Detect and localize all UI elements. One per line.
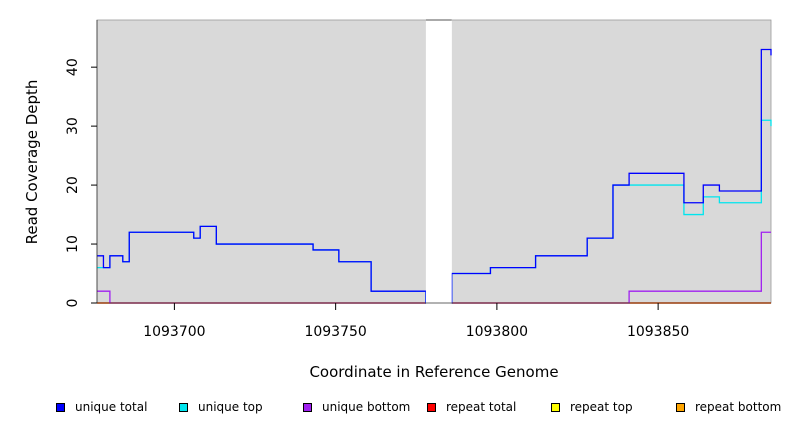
plot-panel-right: [451, 20, 771, 303]
legend-swatch: [551, 402, 560, 412]
legend-swatch: [179, 402, 188, 412]
series-line-unique-bottom: [97, 231, 771, 304]
legend-item: repeat bottom: [676, 400, 781, 414]
plot-gap: [425, 19, 452, 304]
y-tick-label: 30: [65, 117, 81, 135]
plot-background: [96, 19, 772, 304]
axes-layer: 0 10 20 30 40 1093700 1093750 1093800 1093850: [65, 20, 771, 340]
legend-label: unique top: [198, 400, 263, 414]
legend-label: unique total: [75, 400, 148, 414]
y-tick-label: 40: [65, 58, 81, 76]
y-axis-title: Read Coverage Depth: [23, 80, 41, 245]
legend-swatch: [427, 402, 436, 412]
x-tick-label: 1093700: [143, 324, 205, 340]
legend-label: repeat top: [570, 400, 633, 414]
x-axis-title: Coordinate in Reference Genome: [309, 363, 558, 381]
legend: unique total unique top unique bottom repea…: [0, 400, 792, 420]
legend-item: repeat total: [427, 400, 516, 414]
legend-label: repeat bottom: [695, 400, 782, 414]
coverage-chart: 0 10 20 30 40 1093700 1093750 1093800 1093850 Co…: [23, 19, 772, 381]
x-tick-label: 1093850: [627, 324, 689, 340]
legend-item: unique bottom: [303, 400, 410, 414]
y-tick-label: 20: [65, 176, 81, 194]
legend-item: unique top: [179, 400, 263, 414]
y-tick-label: 10: [65, 235, 81, 253]
legend-item: repeat top: [551, 400, 633, 414]
legend-swatch: [56, 402, 65, 412]
legend-item: unique total: [56, 400, 147, 414]
x-tick-label: 1093750: [304, 324, 366, 340]
plot-panel-left: [97, 20, 426, 303]
legend-label: unique bottom: [322, 400, 411, 414]
y-tick-label: 0: [65, 299, 81, 308]
legend-swatch: [676, 402, 685, 412]
x-tick-label: 1093800: [466, 324, 528, 340]
legend-swatch: [303, 402, 312, 412]
legend-label: repeat total: [446, 400, 517, 414]
